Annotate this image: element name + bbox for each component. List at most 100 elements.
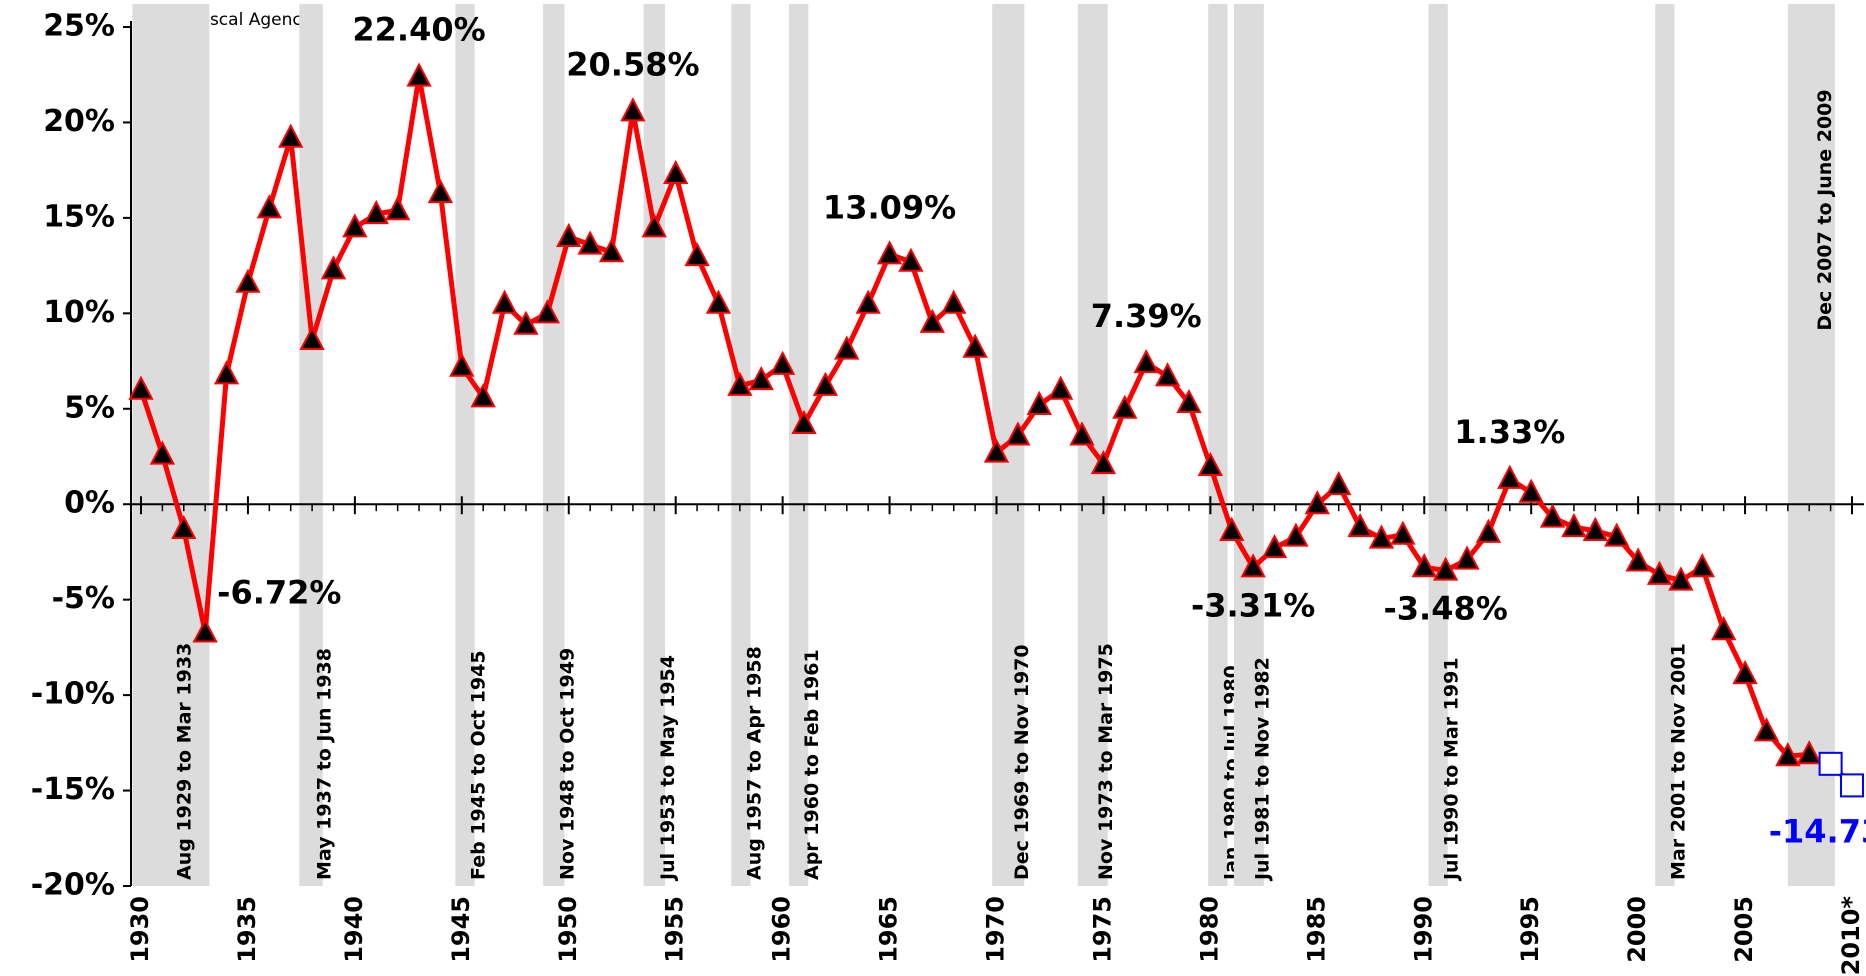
triangle-marker bbox=[171, 514, 197, 540]
y-tick-label: 0% bbox=[64, 486, 115, 521]
triangle-marker bbox=[1154, 362, 1181, 387]
recession-label: Nov 1973 to Mar 1975 bbox=[1095, 643, 1117, 880]
triangle-marker bbox=[962, 333, 988, 358]
triangle-marker bbox=[641, 213, 667, 238]
recession-band bbox=[1428, 4, 1448, 886]
triangle-marker bbox=[941, 289, 967, 314]
triangle-marker bbox=[1625, 547, 1651, 572]
triangle-marker bbox=[534, 299, 561, 324]
x-tick-label: 1940 bbox=[340, 896, 368, 963]
y-tick-label: 5% bbox=[64, 390, 115, 425]
projected-marker bbox=[1840, 773, 1864, 798]
x-tick-label: 1980 bbox=[1195, 896, 1223, 963]
value-label: -3.48% bbox=[1383, 590, 1507, 628]
x-tick-label: 1945 bbox=[447, 896, 475, 963]
triangle-marker bbox=[834, 335, 860, 360]
triangle-marker bbox=[577, 230, 603, 255]
triangle-marker bbox=[1390, 520, 1416, 545]
triangle-marker bbox=[598, 238, 625, 263]
triangle-marker bbox=[1753, 717, 1780, 742]
triangle-marker bbox=[684, 241, 710, 267]
recession-label: Apr 1960 to Feb 1961 bbox=[801, 649, 823, 880]
triangle-marker bbox=[1561, 512, 1587, 538]
x-tick-label: 1960 bbox=[768, 896, 796, 963]
recession-band bbox=[731, 4, 751, 886]
triangle-marker bbox=[855, 289, 881, 314]
triangle-marker bbox=[427, 178, 454, 204]
triangle-marker bbox=[1582, 516, 1609, 541]
triangle-marker bbox=[1711, 616, 1737, 641]
x-tick-label: 1990 bbox=[1409, 896, 1437, 963]
x-tick-label: 1935 bbox=[233, 896, 261, 963]
triangle-marker bbox=[149, 440, 176, 465]
triangle-marker bbox=[556, 222, 582, 247]
recession-label: Dec 2007 to June 2009 bbox=[1814, 89, 1836, 330]
triangle-marker bbox=[1368, 524, 1395, 549]
triangle-marker bbox=[727, 371, 753, 396]
x-tick-label: 1930 bbox=[126, 896, 154, 963]
triangle-marker bbox=[769, 350, 796, 375]
x-tick-label: 1995 bbox=[1516, 896, 1544, 963]
recession-label: Mar 2001 to Nov 2001 bbox=[1667, 643, 1689, 880]
triangle-marker bbox=[919, 308, 945, 333]
x-tick-label: 1965 bbox=[875, 896, 903, 963]
triangle-marker bbox=[1497, 464, 1523, 489]
triangle-marker bbox=[1775, 742, 1801, 767]
triangle-marker bbox=[513, 310, 539, 335]
triangle-marker bbox=[983, 438, 1010, 463]
recession-label: Jul 1990 to Mar 1991 bbox=[1441, 657, 1463, 882]
triangle-marker bbox=[1283, 522, 1309, 547]
recession-band bbox=[299, 4, 323, 886]
triangle-marker bbox=[363, 199, 389, 225]
recession-label: Feb 1945 to Oct 1945 bbox=[468, 650, 490, 880]
x-tick-label: 1975 bbox=[1088, 896, 1116, 963]
triangle-marker bbox=[449, 352, 475, 377]
triangle-marker bbox=[1240, 553, 1266, 578]
triangle-marker bbox=[299, 325, 325, 351]
triangle-marker bbox=[1048, 375, 1074, 400]
x-tick-label: 2005 bbox=[1730, 896, 1758, 963]
y-tick-label: 25% bbox=[43, 9, 115, 44]
recession-label: May 1937 to Jun 1938 bbox=[314, 648, 336, 880]
x-tick-label: 1950 bbox=[554, 896, 582, 963]
x-tick-label: 1985 bbox=[1302, 896, 1330, 963]
triangle-marker bbox=[1539, 503, 1566, 528]
triangle-marker bbox=[235, 268, 261, 293]
value-label: -14.73% bbox=[1769, 812, 1866, 850]
triangle-marker bbox=[1689, 553, 1715, 578]
triangle-marker bbox=[406, 62, 432, 87]
triangle-marker bbox=[1197, 451, 1224, 477]
x-tick-label: 2000 bbox=[1623, 896, 1651, 963]
value-label: 13.09% bbox=[823, 188, 956, 226]
triangle-marker bbox=[1219, 516, 1245, 541]
recession-band bbox=[132, 4, 210, 886]
triangle-marker bbox=[620, 97, 646, 122]
triangle-marker bbox=[1326, 470, 1352, 496]
recession-label: Nov 1948 to Oct 1949 bbox=[556, 648, 578, 880]
triangle-marker bbox=[1796, 740, 1822, 765]
triangle-marker bbox=[1475, 518, 1502, 543]
y-tick-label: -5% bbox=[52, 581, 115, 616]
triangle-marker bbox=[342, 213, 368, 238]
recession-label: Jul 1981 to Nov 1982 bbox=[1251, 657, 1273, 882]
recession-band bbox=[1208, 4, 1228, 886]
x-tick-label: 2010* bbox=[1837, 896, 1865, 976]
triangle-marker bbox=[1604, 522, 1630, 547]
triangle-marker bbox=[1668, 566, 1694, 591]
recession-band bbox=[789, 4, 809, 886]
value-label: -6.72% bbox=[217, 573, 341, 611]
triangle-marker bbox=[213, 360, 240, 385]
y-tick-label: 20% bbox=[43, 104, 115, 139]
value-label: 22.40% bbox=[352, 11, 485, 49]
triangle-marker bbox=[705, 289, 732, 314]
triangle-marker bbox=[1090, 449, 1117, 475]
recession-label: Jul 1953 to May 1954 bbox=[657, 655, 679, 882]
triangle-marker bbox=[1069, 421, 1095, 446]
triangle-marker bbox=[256, 194, 282, 219]
y-tick-label: -15% bbox=[31, 772, 115, 807]
recession-label: Aug 1957 to Apr 1958 bbox=[743, 646, 765, 880]
triangle-marker bbox=[1112, 394, 1138, 419]
triangle-marker bbox=[1518, 478, 1544, 503]
value-label: 7.39% bbox=[1091, 297, 1202, 335]
